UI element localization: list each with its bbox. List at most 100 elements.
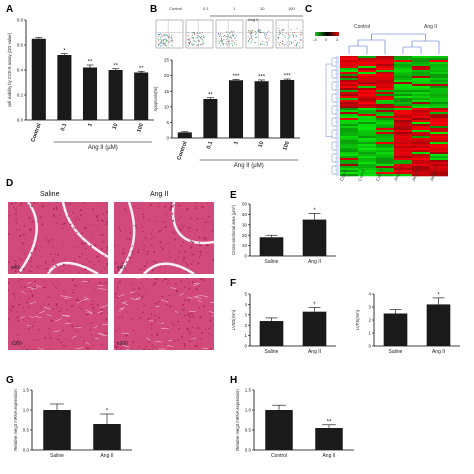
heatmap-cell <box>430 88 448 91</box>
flow-event <box>189 38 190 40</box>
nucleus <box>44 261 47 264</box>
nucleus <box>119 218 121 220</box>
nucleus <box>185 208 188 211</box>
heatmap-cell <box>430 56 448 59</box>
flow-event <box>188 40 190 42</box>
nucleus <box>205 221 208 224</box>
nucleus <box>20 202 23 204</box>
nucleus <box>50 240 52 242</box>
nucleus <box>7 261 10 264</box>
heatmap-cell <box>412 70 430 73</box>
flow-event <box>160 33 161 35</box>
flow-event <box>189 42 191 43</box>
nucleus <box>188 319 191 322</box>
heatmap-cell <box>412 100 430 103</box>
nucleus <box>32 338 34 341</box>
flow-event <box>165 35 167 37</box>
nucleus <box>161 295 164 298</box>
nucleus <box>55 206 58 209</box>
nucleus <box>171 231 174 234</box>
flow-event <box>229 35 231 37</box>
heatmap-cell <box>358 150 376 153</box>
nucleus <box>48 328 50 330</box>
x-tick-label: Saline <box>389 349 403 355</box>
nucleus <box>186 277 189 280</box>
nucleus <box>125 311 128 313</box>
nucleus <box>86 347 89 350</box>
fiber-gap <box>122 301 128 303</box>
fiber-gap <box>76 301 82 304</box>
heatmap-cell <box>394 116 412 119</box>
flow-event <box>258 29 260 31</box>
heatmap-cell <box>358 158 376 161</box>
heatmap-cell <box>340 164 358 167</box>
nucleus <box>31 294 34 297</box>
flow-event <box>287 41 289 43</box>
heatmap-cell <box>376 62 394 65</box>
nucleus <box>122 252 125 255</box>
nucleus <box>167 279 170 281</box>
nucleus <box>104 267 106 269</box>
nucleus <box>62 269 64 272</box>
heatmap-cell <box>340 80 358 83</box>
y-tick-label: 4 <box>368 292 371 297</box>
heatmap-cell <box>430 114 448 117</box>
heatmap-cell <box>358 160 376 163</box>
nucleus <box>141 295 144 298</box>
flow-event <box>232 33 234 35</box>
heatmap-cell <box>358 172 376 175</box>
flow-event <box>164 44 166 45</box>
nucleus <box>30 290 32 292</box>
flow-event <box>227 34 229 35</box>
panel-letter-g: G <box>6 375 14 386</box>
nucleus <box>19 229 21 231</box>
nucleus <box>165 213 167 216</box>
nucleus <box>97 294 99 296</box>
nucleus <box>26 301 28 304</box>
heatmap-cell <box>412 156 430 159</box>
nucleus <box>194 201 196 204</box>
flow-event <box>292 34 294 36</box>
nucleus <box>55 208 58 211</box>
fiber-gap <box>202 347 209 349</box>
heatmap-cell <box>412 72 430 75</box>
nucleus <box>131 318 133 321</box>
nucleus <box>15 341 18 344</box>
heatmap-cell <box>376 170 394 173</box>
flow-event <box>233 34 235 36</box>
flow-event <box>162 42 164 44</box>
heatmap-cell <box>340 106 358 109</box>
nucleus <box>81 242 84 245</box>
nucleus <box>7 279 9 281</box>
flow-event <box>159 34 161 36</box>
nucleus <box>105 223 107 226</box>
nucleus <box>100 343 103 346</box>
flow-event <box>166 35 168 37</box>
nucleus <box>97 214 99 217</box>
significance-mark: * <box>437 292 440 298</box>
y-tick-label: 3 <box>368 305 371 310</box>
nucleus <box>17 280 20 283</box>
heatmap-cell <box>376 106 394 109</box>
heatmap-cell <box>412 118 430 121</box>
flow-event <box>223 39 225 40</box>
nucleus <box>160 246 162 249</box>
nucleus <box>142 285 145 288</box>
nucleus <box>18 204 20 206</box>
nucleus <box>182 258 185 261</box>
flow-event <box>226 37 228 39</box>
nucleus <box>185 262 187 264</box>
fiber-gap <box>122 344 130 348</box>
flow-event <box>222 44 224 46</box>
nucleus <box>38 328 40 331</box>
nucleus <box>82 263 84 266</box>
bar <box>259 237 284 256</box>
nucleus <box>84 226 86 228</box>
flow-event <box>218 43 220 45</box>
nucleus <box>182 308 185 311</box>
heatmap-cell <box>394 66 412 69</box>
flow-event <box>191 32 193 34</box>
nucleus <box>203 278 205 280</box>
heatmap-cell <box>394 138 412 141</box>
nucleus <box>132 253 134 255</box>
